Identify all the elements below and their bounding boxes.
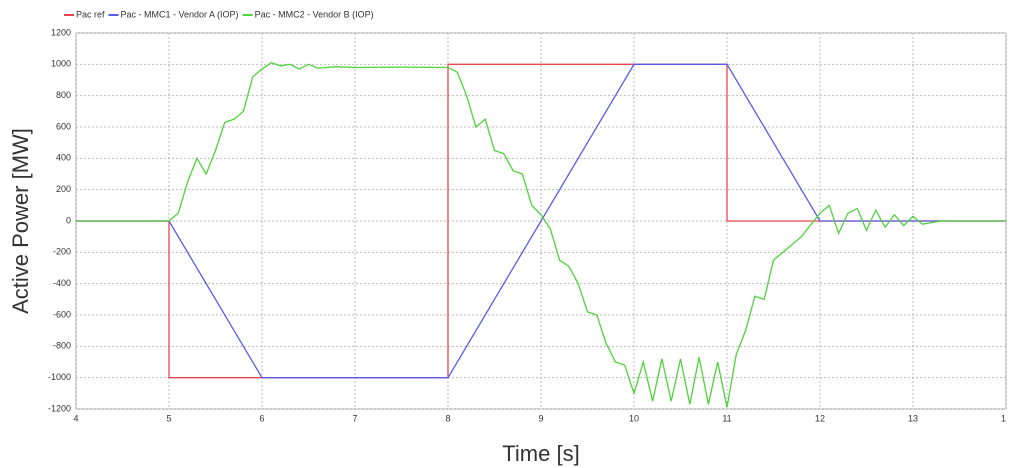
y-tick-label: -800 — [53, 341, 71, 351]
legend-label: Pac - MMC1 - Vendor A (IOP) — [121, 9, 239, 19]
x-tick-label: 5 — [166, 413, 171, 423]
x-tick-label: 10 — [629, 413, 639, 423]
y-tick-label: 1000 — [51, 59, 71, 69]
x-tick-label: 11 — [722, 413, 731, 423]
x-tick-label: 7 — [352, 413, 357, 423]
y-tick-label: 600 — [56, 121, 71, 131]
y-tick-label: 0 — [66, 215, 71, 225]
legend-label: Pac - MMC2 - Vendor B (IOP) — [255, 9, 374, 19]
y-tick-label: -1000 — [48, 372, 71, 382]
x-tick-label: 4 — [73, 413, 78, 423]
x-tick-label: 6 — [259, 413, 264, 423]
series-line — [76, 63, 1006, 379]
y-axis-label: Active Power [MW] — [8, 128, 33, 314]
legend-label: Pac ref — [76, 9, 105, 19]
y-tick-label: 1200 — [51, 27, 71, 37]
y-tick-label: -200 — [53, 247, 71, 257]
y-tick-label: 200 — [56, 184, 71, 194]
y-tick-label: -600 — [53, 309, 71, 319]
x-tick-label: 9 — [538, 413, 543, 423]
y-tick-label: -400 — [53, 278, 71, 288]
x-axis-label: Time [s] — [502, 441, 579, 466]
y-tick-label: 800 — [56, 90, 71, 100]
x-tick-label: 8 — [445, 413, 450, 423]
x-tick-label: 13 — [908, 413, 918, 423]
x-tick-label: 1 — [1001, 413, 1006, 423]
y-tick-label: -1200 — [48, 403, 71, 413]
y-tick-label: 400 — [56, 153, 71, 163]
x-tick-label: 12 — [815, 413, 825, 423]
series-line — [76, 63, 1006, 379]
series-line — [76, 62, 1006, 408]
